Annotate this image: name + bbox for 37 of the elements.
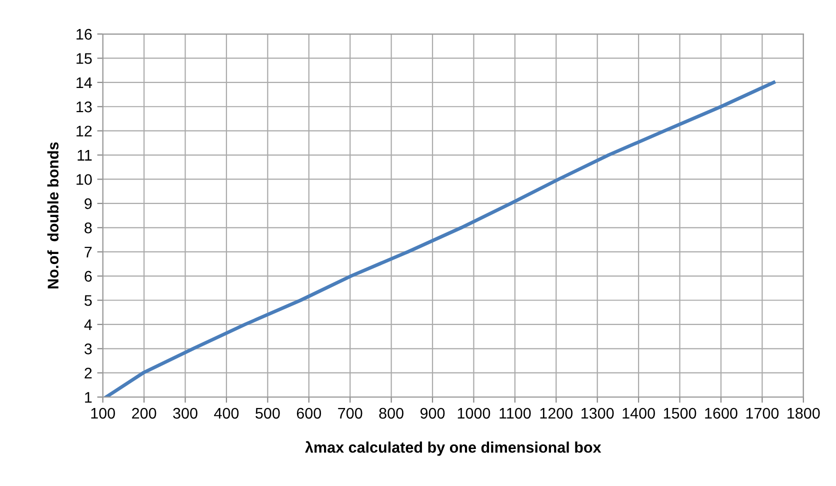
x-tick-label: 200 xyxy=(132,408,156,419)
x-tick-label: 400 xyxy=(214,408,239,419)
x-tick-label: 800 xyxy=(379,408,404,419)
y-tick-label: 16 xyxy=(76,28,92,40)
y-tick-label: 4 xyxy=(84,319,92,330)
y-tick-label: 3 xyxy=(84,344,92,354)
x-tick-label: 1100 xyxy=(500,408,531,419)
x-tick-label: 1000 xyxy=(458,408,490,419)
y-axis-title: No.of double bonds xyxy=(47,142,59,288)
x-tick-label: 1600 xyxy=(705,408,738,419)
x-tick-label: 300 xyxy=(173,408,198,419)
y-tick-label: 14 xyxy=(76,77,92,88)
x-tick-label: 900 xyxy=(420,408,445,419)
line-series xyxy=(104,80,776,398)
x-tick-label: 1400 xyxy=(622,408,655,419)
y-tick-label: 15 xyxy=(76,53,92,64)
x-tick-label: 1300 xyxy=(582,408,614,419)
x-tick-label: 1200 xyxy=(540,408,573,419)
y-tick-label: 5 xyxy=(84,295,92,306)
y-tick-label: 2 xyxy=(84,368,92,378)
y-tick-label: 11 xyxy=(78,150,92,161)
x-tick-label: 1800 xyxy=(788,408,820,419)
x-tick-label: 500 xyxy=(256,408,280,419)
y-tick-label: 13 xyxy=(76,101,92,112)
x-tick-label: 600 xyxy=(296,408,322,419)
y-tick-label: 12 xyxy=(76,126,92,136)
y-tick-label: 8 xyxy=(84,222,92,234)
y-tick-label: 7 xyxy=(84,246,92,258)
x-tick-label: 1500 xyxy=(664,408,696,419)
y-tick-label: 9 xyxy=(84,198,92,210)
y-tick-label: 1 xyxy=(85,392,92,403)
x-axis-title: λmax calculated by one dimensional box xyxy=(305,441,602,456)
x-tick-label: 100 xyxy=(91,408,115,419)
y-tick-label: 6 xyxy=(84,270,92,282)
x-tick-label: 700 xyxy=(338,408,362,419)
y-tick-label: 10 xyxy=(76,174,92,185)
x-tick-label: 1700 xyxy=(746,408,779,419)
